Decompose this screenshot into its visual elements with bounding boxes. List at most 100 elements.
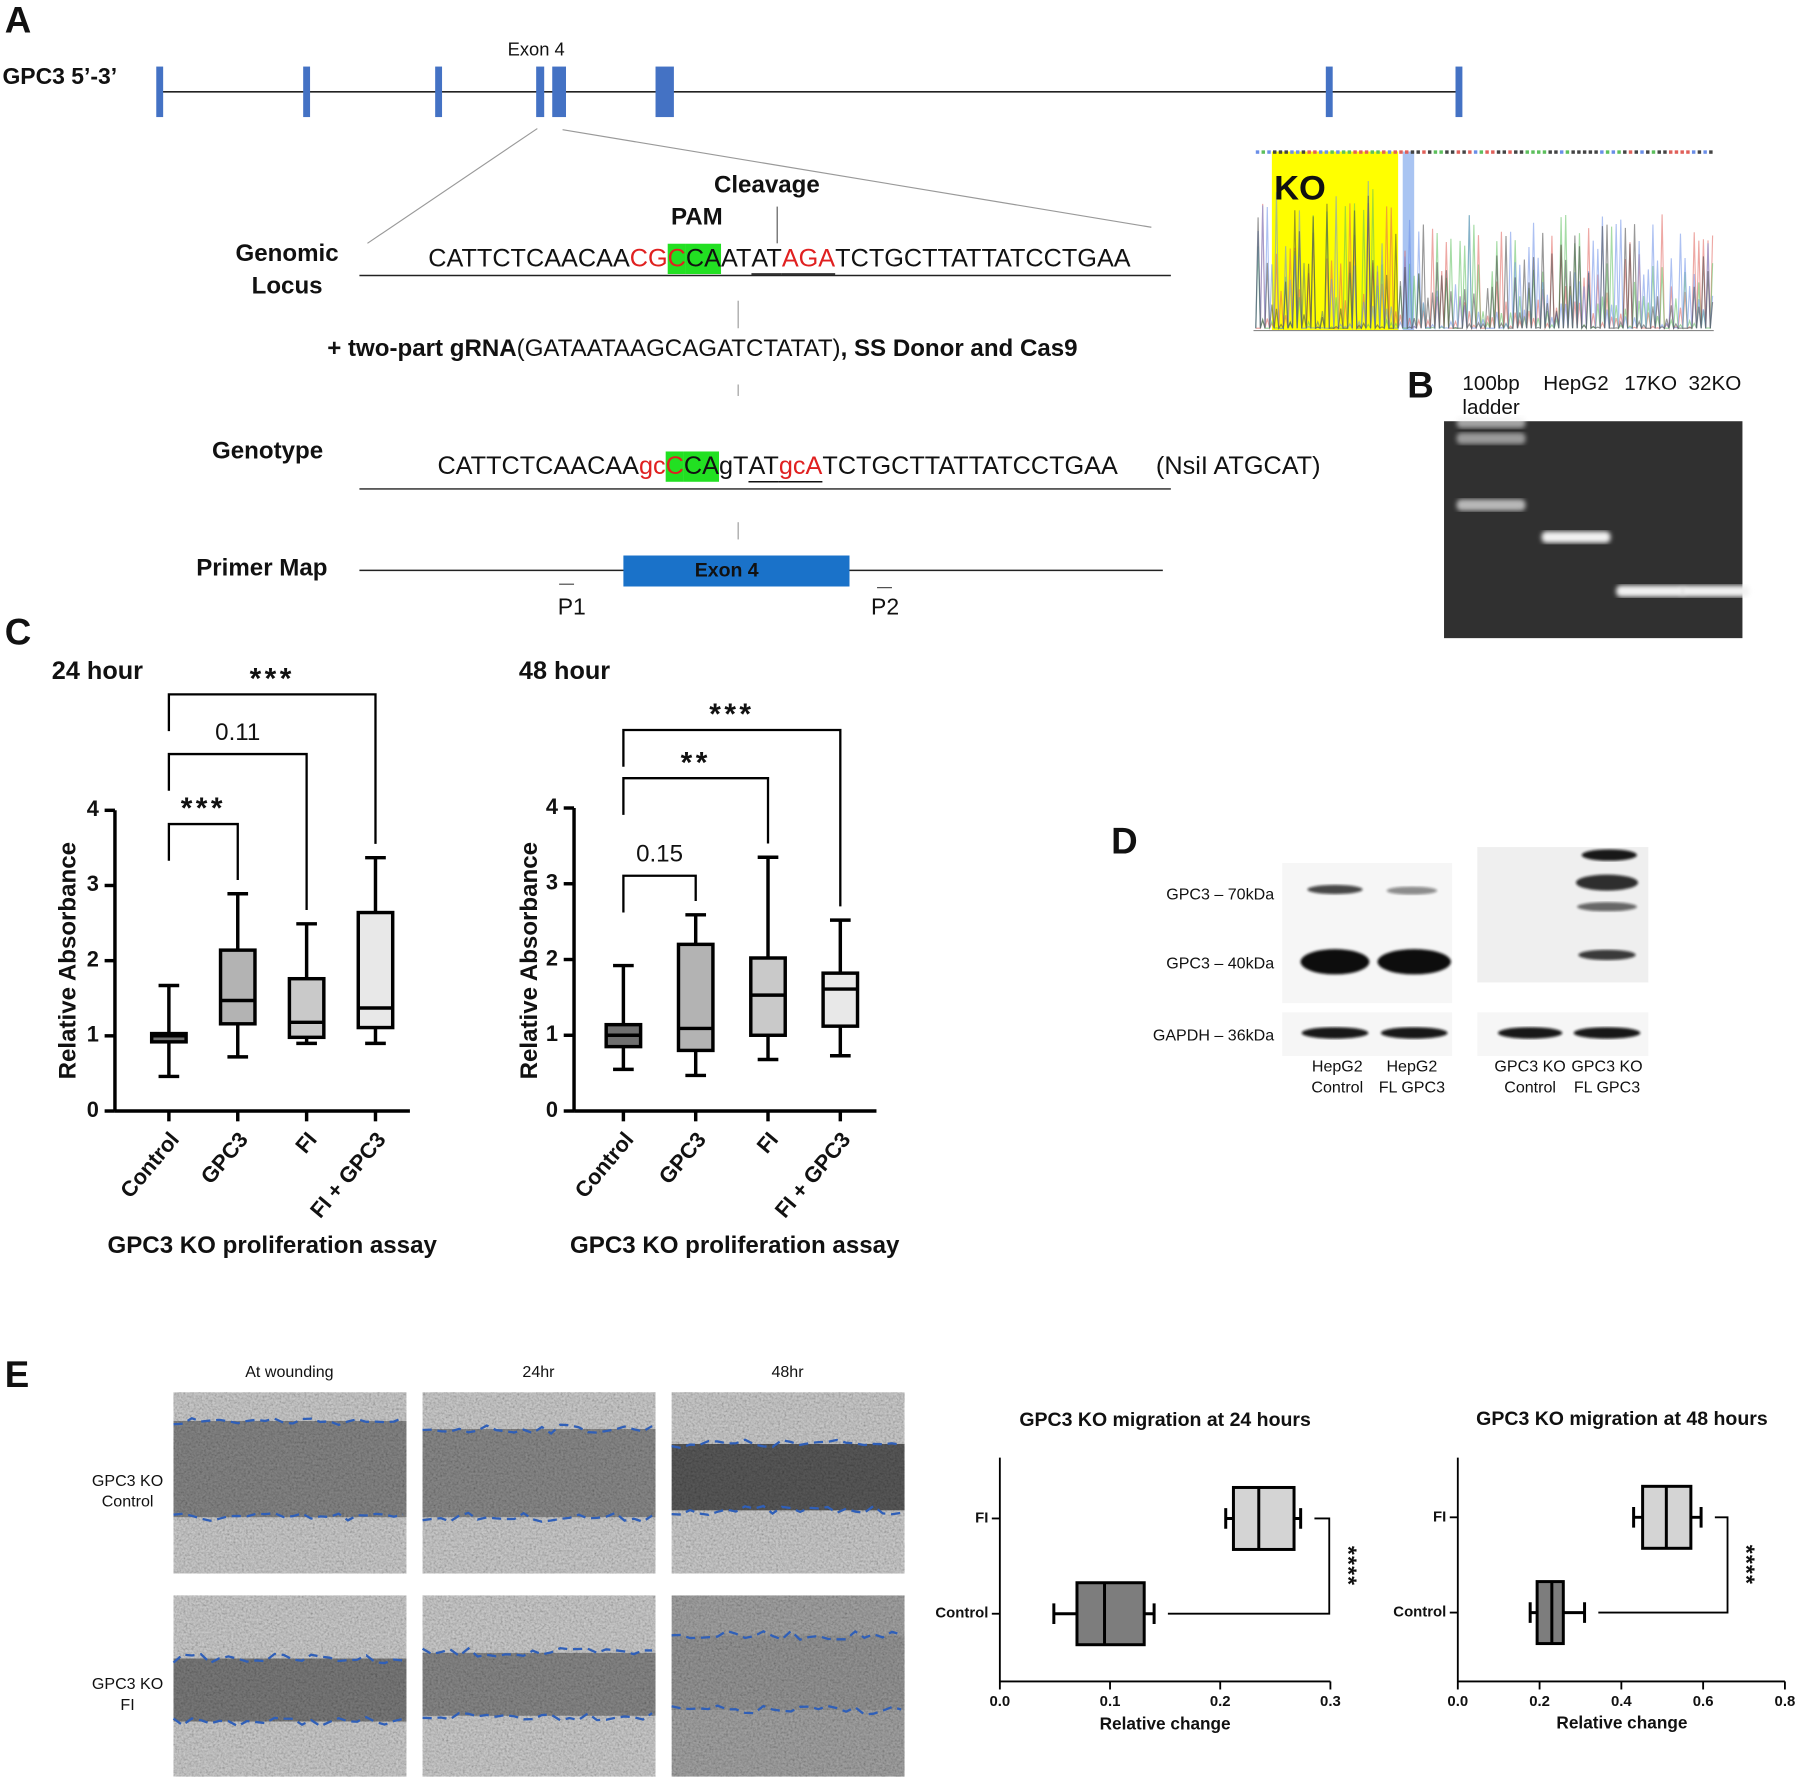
gel-band <box>1456 416 1526 429</box>
significance-label: **** <box>1335 1546 1361 1586</box>
sequence-part: AT <box>721 244 751 272</box>
blot <box>1477 847 1649 983</box>
base-call <box>1387 150 1392 154</box>
y-axis-label: Relative Absorbance <box>54 842 81 1079</box>
base-call <box>1628 150 1633 154</box>
x-tick-label: FI <box>752 1127 784 1158</box>
y-axis-label: Relative Absorbance <box>516 842 543 1079</box>
blot-band <box>1573 1027 1641 1039</box>
sequence-part: AT <box>751 244 781 272</box>
base-call <box>1255 150 1260 154</box>
significance-label: 0.15 <box>636 840 683 867</box>
western-band-label: GPC3 – 40kDa <box>1166 954 1274 972</box>
y-tick-label: 4 <box>546 794 558 819</box>
box <box>218 948 257 1026</box>
wound-column-label: At wounding <box>245 1363 333 1381</box>
chart-title: 24 hour <box>52 657 143 685</box>
blot-band <box>1578 949 1636 961</box>
base-call <box>1485 150 1489 154</box>
box <box>821 971 860 1028</box>
sequence-part: + two-part gRNA <box>327 335 516 362</box>
x-tick-label: GPC3 <box>196 1127 253 1189</box>
y-tick-label: 0 <box>87 1097 99 1122</box>
sequence-part: C <box>668 244 686 272</box>
x-tick-label: FI + GPC3 <box>770 1127 856 1222</box>
base-call <box>1462 150 1466 154</box>
genomic-label: Locus <box>252 272 323 299</box>
gel <box>1444 421 1743 639</box>
base-call <box>1548 150 1552 154</box>
sequence-part: (GATAATAAGCAGATCTATAT) <box>517 335 841 362</box>
gel-lane-label: 17KO <box>1624 372 1677 395</box>
wound-row-label: Control <box>102 1493 154 1511</box>
base-call <box>1450 150 1455 154</box>
significance-label: 0.11 <box>215 719 260 746</box>
base-call <box>1565 150 1570 154</box>
sequence: + two-part gRNA(GATAATAAGCAGATCTATAT), S… <box>327 335 1077 362</box>
western-lane-label: GPC3 KO <box>1571 1058 1642 1076</box>
sequence-part: , SS Donor and Cas9 <box>841 335 1078 362</box>
blot-band <box>1386 886 1438 895</box>
significance-label: *** <box>709 698 754 731</box>
significance-bracket <box>167 822 239 880</box>
whisker-high <box>365 855 386 913</box>
chromatogram-trace <box>1255 195 1714 331</box>
whisker-high <box>158 983 180 1034</box>
whisker-high <box>1563 1602 1587 1623</box>
wound-edge <box>671 1438 902 1450</box>
base-call <box>1330 150 1334 154</box>
significance-label: ** <box>681 746 711 779</box>
base-call <box>1324 150 1329 154</box>
base-call <box>1370 150 1375 154</box>
y-tick-label: FI <box>1433 1508 1446 1525</box>
whisker-high <box>227 892 249 951</box>
base-call <box>1382 150 1386 154</box>
significance-bracket <box>167 693 377 844</box>
base-call <box>1554 150 1558 154</box>
primer-p1: P1 <box>558 593 586 619</box>
base-call <box>1491 150 1495 154</box>
whisker-low <box>829 1026 851 1058</box>
base-call <box>1686 150 1690 154</box>
y-tick-label: 0 <box>546 1097 558 1122</box>
base-call <box>1422 150 1426 154</box>
whisker-low <box>685 1050 707 1078</box>
sequence-part: TCTGCTTATTATCCTGAA <box>835 244 1131 272</box>
base-call <box>1611 150 1616 154</box>
pam-highlight <box>667 243 686 275</box>
western-band-label: GAPDH – 36kDa <box>1153 1027 1274 1045</box>
base-call <box>1301 150 1306 154</box>
significance-bracket <box>1167 1517 1331 1615</box>
primer-p2: P2 <box>871 593 899 619</box>
wound-edge <box>422 1511 653 1523</box>
blot-band <box>1576 874 1638 891</box>
cut-highlight <box>1402 151 1415 331</box>
base-call <box>1267 150 1271 154</box>
chart-title: GPC3 KO migration at 24 hours <box>1019 1409 1311 1431</box>
significance-bracket <box>1598 1516 1729 1614</box>
y-tick-label: FI <box>975 1509 988 1526</box>
western-lane-label: GPC3 KO <box>1494 1058 1565 1076</box>
wound-row-label: GPC3 KO <box>92 1675 163 1693</box>
base-call <box>1577 150 1581 154</box>
base-call <box>1605 150 1610 154</box>
base-call <box>1691 150 1696 154</box>
box <box>1075 1581 1146 1647</box>
x-tick-label: 0.0 <box>989 1693 1010 1710</box>
gel-lane-label: 32KO <box>1689 372 1742 395</box>
x-tick-label: 0.4 <box>1611 1693 1632 1710</box>
whisker-low <box>158 1041 180 1079</box>
wound-edge <box>172 1715 404 1728</box>
wound-column-label: 24hr <box>522 1363 555 1381</box>
y-tick-label: Control <box>935 1605 988 1622</box>
x-tick-label: 0.2 <box>1529 1693 1550 1710</box>
box <box>676 942 715 1053</box>
whisker-high <box>757 855 779 958</box>
wound-edge <box>671 1629 902 1641</box>
western-lane-label: Control <box>1504 1078 1556 1096</box>
sequence-part: gT <box>719 452 748 480</box>
sequence-part: gcA <box>779 452 823 480</box>
sequence-part: CA <box>684 452 719 480</box>
wound-edge <box>422 1423 653 1436</box>
